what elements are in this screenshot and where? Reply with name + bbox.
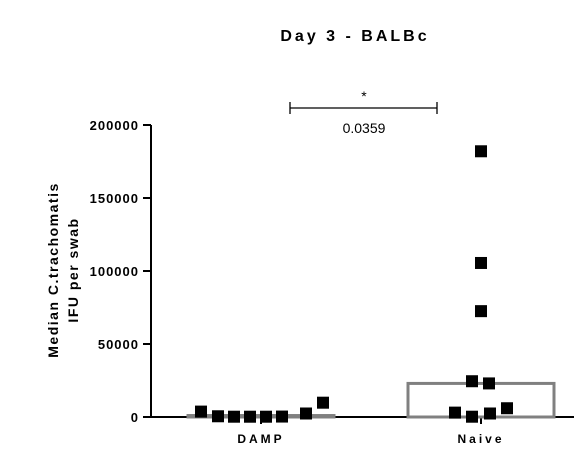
data-point — [475, 305, 487, 318]
data-point — [212, 410, 224, 423]
y-tick-label: 100000 — [90, 264, 139, 279]
data-point — [449, 406, 461, 419]
x-tick-label: Naive — [457, 432, 504, 446]
bars — [186, 381, 556, 419]
significance-marker: * — [361, 88, 367, 104]
data-point — [484, 407, 496, 420]
data-point — [501, 402, 513, 415]
y-axis-label-line-1: Median C.trachomatis — [45, 182, 61, 357]
y-tick-label: 0 — [131, 410, 139, 425]
axes: 0 50000 100000 150000 200000 DAMP Naive — [90, 118, 574, 446]
y-axis-label-line-2: IFU per swab — [65, 217, 81, 322]
chart-title: Day 3 - BALBc — [280, 28, 429, 45]
data-point — [475, 145, 487, 158]
data-point — [466, 375, 478, 388]
data-point — [475, 256, 487, 269]
data-point — [244, 410, 256, 423]
bar-naive — [406, 381, 556, 419]
data-point — [276, 410, 288, 423]
data-point — [300, 407, 312, 420]
data-point — [317, 396, 329, 409]
data-points — [195, 145, 513, 423]
y-axis-label: Median C.trachomatis IFU per swab — [45, 182, 81, 357]
data-point — [195, 405, 207, 418]
significance-bracket: * 0.0359 — [289, 88, 438, 136]
data-point — [228, 410, 240, 423]
p-value-label: 0.0359 — [343, 120, 386, 136]
data-point — [483, 377, 495, 390]
data-point — [260, 410, 272, 423]
y-tick-label: 50000 — [98, 337, 139, 352]
y-tick-label: 200000 — [90, 118, 139, 133]
data-point — [466, 410, 478, 423]
y-tick-label: 150000 — [90, 191, 139, 206]
x-tick-label: DAMP — [237, 432, 284, 446]
